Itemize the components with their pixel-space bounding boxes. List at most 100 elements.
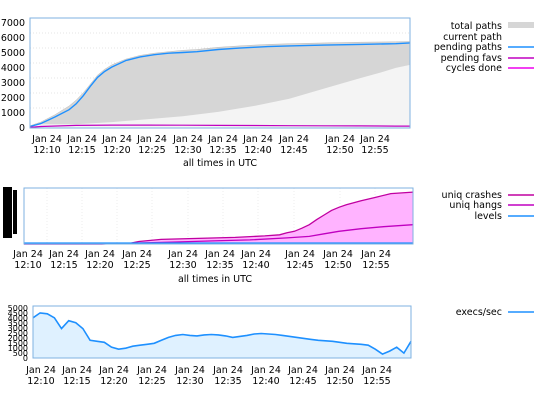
y-tick-label: 500 (13, 349, 28, 358)
x-tick-date: Jan 24 (361, 365, 392, 376)
x-tick-date: Jan 24 (172, 134, 203, 145)
paths-chart-frame (29, 17, 411, 129)
legend-label: current path (443, 32, 502, 43)
legend-label: cycles done (446, 63, 502, 74)
legend-label: levels (474, 211, 502, 222)
x-tick-time: 12:30 (176, 376, 203, 387)
x-tick-date: Jan 24 (207, 134, 238, 145)
x-tick-time: 12:30 (174, 145, 201, 156)
paths-chart: 0 1000 2000 3000 4000 5000 6000 7000 Jan… (1, 17, 534, 169)
x-tick-time: 12:20 (86, 260, 113, 271)
legend-label: pending paths (434, 42, 502, 53)
y-tick-label: 3000 (1, 78, 25, 89)
y-tick-label: 3500 (8, 319, 28, 328)
legend-label: execs/sec (456, 307, 502, 318)
x-tick-date: Jan 24 (167, 249, 198, 260)
y-tick-label-block (3, 187, 12, 238)
legend-label: uniq crashes (442, 190, 502, 201)
execs-chart: 0 500 1000 1500 2000 2500 3000 3500 4000… (8, 304, 534, 387)
x-tick-date: Jan 24 (240, 249, 271, 260)
legend-label: total paths (451, 21, 502, 32)
x-tick-date: Jan 24 (66, 134, 97, 145)
x-tick-time: 12:40 (242, 260, 269, 271)
x-tick-date: Jan 24 (174, 365, 205, 376)
x-tick-date: Jan 24 (242, 134, 273, 145)
x-tick-date: Jan 24 (324, 134, 355, 145)
execs-chart-legend: execs/sec (456, 307, 534, 318)
x-tick-date: Jan 24 (48, 249, 79, 260)
x-tick-time: 12:40 (252, 376, 279, 387)
legend-swatch (508, 22, 534, 28)
x-tick-time: 12:55 (362, 260, 389, 271)
execs-chart-y-ticks: 0 500 1000 1500 2000 2500 3000 3500 4000… (8, 304, 28, 363)
x-tick-time: 12:50 (326, 376, 353, 387)
x-tick-time: 12:20 (103, 145, 130, 156)
crashes-chart-x-ticks: Jan 24 12:10 Jan 24 12:15 Jan 24 12:20 J… (12, 249, 391, 271)
y-tick-label: 7000 (1, 18, 25, 29)
x-tick-time: 12:35 (209, 145, 236, 156)
x-tick-time: 12:45 (280, 145, 307, 156)
x-tick-time: 12:55 (361, 145, 388, 156)
y-tick-label: 2500 (8, 329, 28, 338)
x-tick-time: 12:45 (286, 260, 313, 271)
x-tick-time: 12:25 (123, 260, 150, 271)
x-tick-time: 12:15 (68, 145, 95, 156)
x-tick-date: Jan 24 (212, 365, 243, 376)
paths-chart-legend: total paths current path pending paths p… (434, 21, 534, 74)
x-tick-date: Jan 24 (101, 134, 132, 145)
x-tick-time: 12:55 (363, 376, 390, 387)
execs-chart-frame (32, 305, 412, 359)
y-tick-label: 0 (23, 354, 28, 363)
crashes-chart-y-ticks (3, 187, 17, 238)
execs-per-sec-line (32, 312, 412, 356)
y-tick-label: 4000 (8, 314, 28, 323)
current-path-area (30, 64, 410, 128)
x-tick-date: Jan 24 (204, 249, 235, 260)
x-tick-date: Jan 24 (121, 249, 152, 260)
x-tick-date: Jan 24 (322, 249, 353, 260)
x-tick-date: Jan 24 (84, 249, 115, 260)
crashes-chart-legend: uniq crashes uniq hangs levels (442, 190, 534, 222)
x-tick-date: Jan 24 (324, 365, 355, 376)
paths-chart-y-ticks: 0 1000 2000 3000 4000 5000 6000 7000 (1, 18, 25, 134)
x-tick-time: 12:10 (33, 145, 60, 156)
y-tick-label: 5000 (1, 48, 25, 59)
x-tick-date: Jan 24 (136, 365, 167, 376)
x-tick-time: 12:35 (206, 260, 233, 271)
x-tick-time: 12:45 (289, 376, 316, 387)
x-tick-date: Jan 24 (12, 249, 43, 260)
uniq-crashes-line (24, 191, 414, 245)
y-tick-label: 2000 (1, 93, 25, 104)
x-tick-time: 12:40 (244, 145, 271, 156)
y-tick-label: 1000 (1, 108, 25, 119)
x-tick-date: Jan 24 (98, 365, 129, 376)
x-tick-date: Jan 24 (25, 365, 56, 376)
legend-label: pending favs (441, 53, 502, 64)
execs-chart-x-ticks: Jan 24 12:10 Jan 24 12:15 Jan 24 12:20 J… (25, 365, 392, 387)
crashes-chart-frame (23, 187, 414, 245)
x-tick-date: Jan 24 (250, 365, 281, 376)
x-tick-date: Jan 24 (278, 134, 309, 145)
x-tick-time: 12:50 (326, 145, 353, 156)
pending-favs-line (29, 124, 410, 128)
y-tick-label-block (13, 190, 17, 234)
x-tick-time: 12:25 (138, 145, 165, 156)
crashes-chart: Jan 24 12:10 Jan 24 12:15 Jan 24 12:20 J… (3, 187, 534, 285)
x-axis-label: all times in UTC (183, 158, 257, 169)
y-tick-label: 1500 (8, 339, 28, 348)
paths-chart-x-ticks: Jan 24 12:10 Jan 24 12:15 Jan 24 12:20 J… (31, 134, 390, 156)
x-tick-time: 12:10 (14, 260, 41, 271)
uniq-crashes-area (24, 192, 413, 244)
x-tick-time: 12:35 (214, 376, 241, 387)
x-tick-date: Jan 24 (360, 249, 391, 260)
x-tick-time: 12:10 (27, 376, 54, 387)
x-tick-date: Jan 24 (359, 134, 390, 145)
x-tick-time: 12:15 (63, 376, 90, 387)
x-tick-date: Jan 24 (61, 365, 92, 376)
x-tick-time: 12:25 (138, 376, 165, 387)
pending-paths-line (29, 42, 411, 128)
x-tick-date: Jan 24 (31, 134, 62, 145)
x-tick-time: 12:15 (50, 260, 77, 271)
x-tick-date: Jan 24 (284, 249, 315, 260)
